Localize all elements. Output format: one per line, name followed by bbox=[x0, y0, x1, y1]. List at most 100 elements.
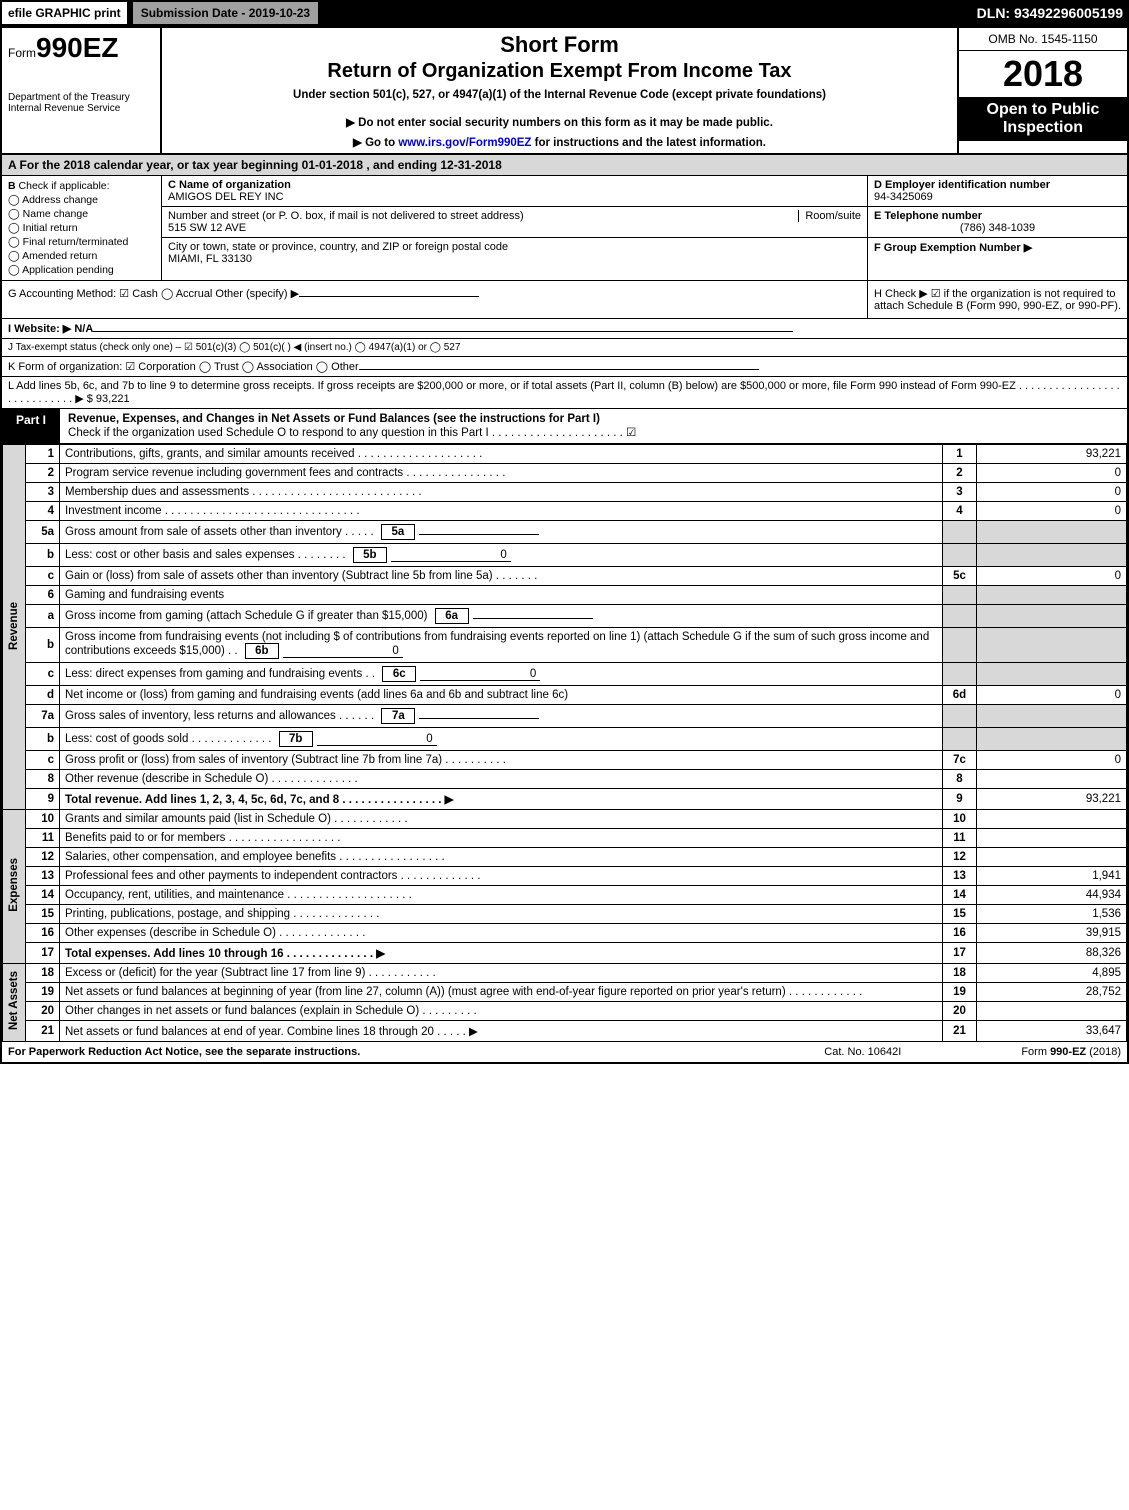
line-desc: Net assets or fund balances at beginning… bbox=[60, 983, 943, 1002]
tel-label: E Telephone number bbox=[874, 210, 982, 222]
table-row: 6Gaming and fundraising events bbox=[3, 586, 1127, 605]
table-row: 17Total expenses. Add lines 10 through 1… bbox=[3, 943, 1127, 964]
d-ein-row: D Employer identification number 94-3425… bbox=[868, 176, 1127, 207]
header-left: Form990EZ Department of the Treasury Int… bbox=[2, 28, 162, 153]
line-box: 4 bbox=[943, 502, 977, 521]
top-bar: efile GRAPHIC print Submission Date - 20… bbox=[0, 0, 1129, 26]
line-amount bbox=[977, 728, 1127, 751]
k-text: K Form of organization: ☑ Corporation ◯ … bbox=[8, 361, 359, 373]
line-amount: 0 bbox=[977, 751, 1127, 770]
goto-link[interactable]: www.irs.gov/Form990EZ bbox=[398, 137, 531, 149]
c-name-label: C Name of organization bbox=[168, 179, 291, 191]
header: Form990EZ Department of the Treasury Int… bbox=[2, 28, 1127, 155]
line-box bbox=[943, 605, 977, 628]
side-label: Revenue bbox=[3, 445, 26, 810]
footer-left: For Paperwork Reduction Act Notice, see … bbox=[8, 1046, 824, 1058]
k-org-form: K Form of organization: ☑ Corporation ◯ … bbox=[2, 357, 1127, 377]
line-number: 18 bbox=[26, 964, 60, 983]
part1-table: Revenue1Contributions, gifts, grants, an… bbox=[2, 444, 1127, 1042]
line-box: 20 bbox=[943, 1002, 977, 1021]
footer-right: Form 990-EZ (2018) bbox=[1021, 1046, 1121, 1058]
table-row: cLess: direct expenses from gaming and f… bbox=[3, 663, 1127, 686]
header-center: Short Form Return of Organization Exempt… bbox=[162, 28, 957, 153]
line-number: 5a bbox=[26, 521, 60, 544]
chk-address[interactable]: ◯ Address change bbox=[8, 194, 155, 206]
side-label: Net Assets bbox=[3, 964, 26, 1042]
line-number: 15 bbox=[26, 905, 60, 924]
line-box: 1 bbox=[943, 445, 977, 464]
table-row: 13Professional fees and other payments t… bbox=[3, 867, 1127, 886]
line-box: 15 bbox=[943, 905, 977, 924]
line-amount: 1,941 bbox=[977, 867, 1127, 886]
line-number: 11 bbox=[26, 829, 60, 848]
line-amount bbox=[977, 770, 1127, 789]
line-box bbox=[943, 521, 977, 544]
side-label: Expenses bbox=[3, 810, 26, 964]
table-row: 19Net assets or fund balances at beginni… bbox=[3, 983, 1127, 1002]
line-amount bbox=[977, 810, 1127, 829]
table-row: Expenses10Grants and similar amounts pai… bbox=[3, 810, 1127, 829]
line-box: 7c bbox=[943, 751, 977, 770]
table-row: 20Other changes in net assets or fund ba… bbox=[3, 1002, 1127, 1021]
b-label: B bbox=[8, 180, 16, 192]
c-name-row: C Name of organization AMIGOS DEL REY IN… bbox=[162, 176, 867, 207]
line-desc: Program service revenue including govern… bbox=[60, 464, 943, 483]
line-desc: Benefits paid to or for members . . . . … bbox=[60, 829, 943, 848]
line-desc: Grants and similar amounts paid (list in… bbox=[60, 810, 943, 829]
table-row: 4Investment income . . . . . . . . . . .… bbox=[3, 502, 1127, 521]
line-desc: Other expenses (describe in Schedule O) … bbox=[60, 924, 943, 943]
table-row: 15Printing, publications, postage, and s… bbox=[3, 905, 1127, 924]
line-box: 5c bbox=[943, 567, 977, 586]
line-box: 21 bbox=[943, 1021, 977, 1042]
line-box: 14 bbox=[943, 886, 977, 905]
ssn-warning: ▶ Do not enter social security numbers o… bbox=[170, 115, 949, 129]
open-inspection: Open to Public Inspection bbox=[959, 97, 1127, 141]
chk-initial[interactable]: ◯ Initial return bbox=[8, 222, 155, 234]
line-amount: 0 bbox=[977, 483, 1127, 502]
table-row: 9Total revenue. Add lines 1, 2, 3, 4, 5c… bbox=[3, 789, 1127, 810]
line-amount bbox=[977, 829, 1127, 848]
table-row: 5aGross amount from sale of assets other… bbox=[3, 521, 1127, 544]
line-box: 12 bbox=[943, 848, 977, 867]
table-row: cGain or (loss) from sale of assets othe… bbox=[3, 567, 1127, 586]
line-amount: 0 bbox=[977, 502, 1127, 521]
chk-name[interactable]: ◯ Name change bbox=[8, 208, 155, 220]
line-desc: Occupancy, rent, utilities, and maintena… bbox=[60, 886, 943, 905]
g-blank bbox=[299, 296, 479, 297]
line-number: d bbox=[26, 686, 60, 705]
form-number: 990EZ bbox=[36, 32, 119, 63]
line-number: 2 bbox=[26, 464, 60, 483]
line-amount bbox=[977, 605, 1127, 628]
line-amount: 1,536 bbox=[977, 905, 1127, 924]
line-amount: 33,647 bbox=[977, 1021, 1127, 1042]
line-number: 17 bbox=[26, 943, 60, 964]
tel-value: (786) 348-1039 bbox=[874, 222, 1121, 234]
line-box: 2 bbox=[943, 464, 977, 483]
table-row: bLess: cost of goods sold . . . . . . . … bbox=[3, 728, 1127, 751]
line-number: c bbox=[26, 567, 60, 586]
chk-pending[interactable]: ◯ Application pending bbox=[8, 264, 155, 276]
header-right: OMB No. 1545-1150 2018 Open to Public In… bbox=[957, 28, 1127, 153]
line-number: c bbox=[26, 751, 60, 770]
line-number: 13 bbox=[26, 867, 60, 886]
dln: DLN: 93492296005199 bbox=[977, 5, 1129, 21]
line-desc: Gross income from gaming (attach Schedul… bbox=[60, 605, 943, 628]
org-name: AMIGOS DEL REY INC bbox=[168, 191, 861, 203]
line-number: b bbox=[26, 728, 60, 751]
line-desc: Gross sales of inventory, less returns a… bbox=[60, 705, 943, 728]
footer-mid: Cat. No. 10642I bbox=[824, 1046, 901, 1058]
j-tax-status: J Tax-exempt status (check only one) – ☑… bbox=[2, 339, 1127, 357]
line-number: 10 bbox=[26, 810, 60, 829]
i-website: I Website: ▶ N/A bbox=[2, 319, 1127, 339]
section-bcdef: B Check if applicable: ◯ Address change … bbox=[2, 176, 1127, 281]
table-row: 3Membership dues and assessments . . . .… bbox=[3, 483, 1127, 502]
return-title: Return of Organization Exempt From Incom… bbox=[170, 60, 949, 83]
c-city-row: City or town, state or province, country… bbox=[162, 238, 867, 268]
part1-title-text: Revenue, Expenses, and Changes in Net As… bbox=[68, 413, 600, 425]
table-row: 21Net assets or fund balances at end of … bbox=[3, 1021, 1127, 1042]
chk-final[interactable]: ◯ Final return/terminated bbox=[8, 236, 155, 248]
g-text: G Accounting Method: ☑ Cash ◯ Accrual Ot… bbox=[8, 288, 299, 300]
part1-tag: Part I bbox=[2, 409, 60, 443]
chk-amended[interactable]: ◯ Amended return bbox=[8, 250, 155, 262]
line-number: 9 bbox=[26, 789, 60, 810]
